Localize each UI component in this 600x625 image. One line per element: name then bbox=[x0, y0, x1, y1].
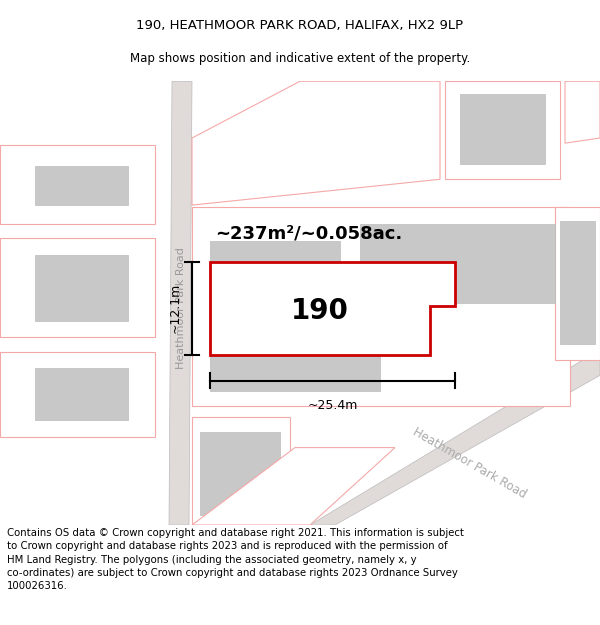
Polygon shape bbox=[200, 432, 280, 514]
Polygon shape bbox=[0, 145, 155, 224]
Text: 190, HEATHMOOR PARK ROAD, HALIFAX, HX2 9LP: 190, HEATHMOOR PARK ROAD, HALIFAX, HX2 9… bbox=[136, 19, 464, 31]
Polygon shape bbox=[192, 448, 395, 525]
Polygon shape bbox=[35, 166, 128, 205]
Polygon shape bbox=[0, 352, 155, 437]
Text: ~12.1m: ~12.1m bbox=[169, 283, 182, 333]
Text: ~237m²/~0.058ac.: ~237m²/~0.058ac. bbox=[215, 225, 402, 243]
Polygon shape bbox=[560, 221, 595, 344]
Polygon shape bbox=[192, 81, 440, 205]
Polygon shape bbox=[360, 224, 555, 303]
Text: Contains OS data © Crown copyright and database right 2021. This information is : Contains OS data © Crown copyright and d… bbox=[7, 528, 464, 591]
Polygon shape bbox=[35, 368, 128, 420]
Polygon shape bbox=[310, 349, 600, 525]
Polygon shape bbox=[192, 207, 570, 406]
Polygon shape bbox=[555, 207, 600, 360]
Text: Heathmoor Park Road: Heathmoor Park Road bbox=[176, 248, 186, 369]
Text: Map shows position and indicative extent of the property.: Map shows position and indicative extent… bbox=[130, 52, 470, 65]
Text: 190: 190 bbox=[291, 298, 349, 326]
Text: Heathmoor Park Road: Heathmoor Park Road bbox=[411, 425, 529, 501]
Text: ~25.4m: ~25.4m bbox=[307, 399, 358, 412]
Polygon shape bbox=[192, 417, 290, 525]
Polygon shape bbox=[445, 81, 560, 179]
Polygon shape bbox=[210, 262, 455, 355]
Polygon shape bbox=[0, 238, 155, 337]
Polygon shape bbox=[35, 254, 128, 321]
Polygon shape bbox=[210, 324, 380, 391]
Polygon shape bbox=[460, 94, 545, 164]
Polygon shape bbox=[169, 81, 192, 525]
Polygon shape bbox=[565, 81, 600, 143]
Polygon shape bbox=[210, 241, 340, 303]
